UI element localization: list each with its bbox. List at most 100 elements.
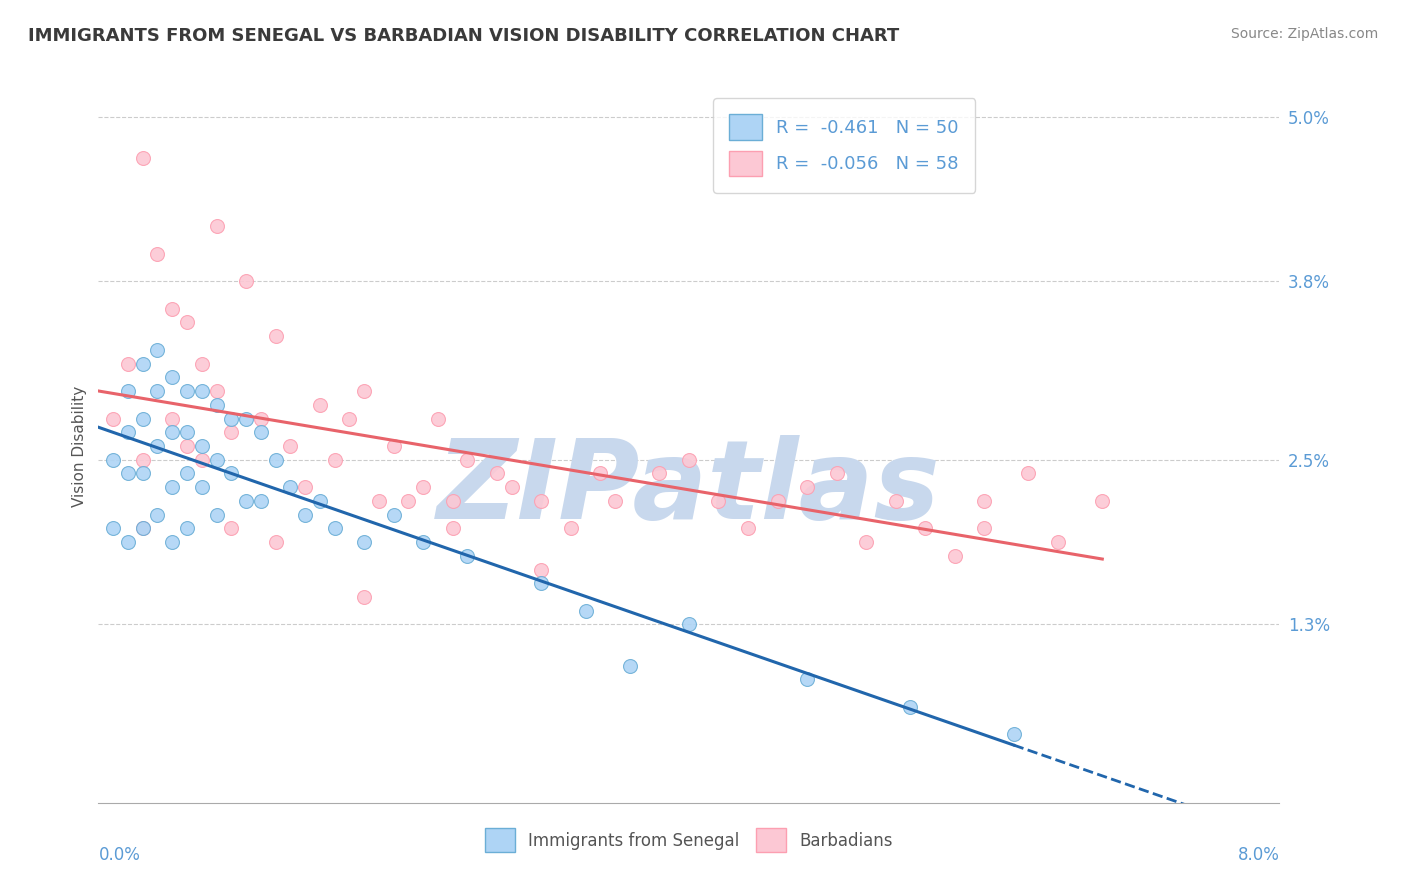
Point bbox=[441, 494, 464, 508]
Point bbox=[264, 535, 287, 549]
Point bbox=[337, 411, 360, 425]
Point bbox=[205, 452, 228, 467]
Point bbox=[191, 480, 214, 494]
Point bbox=[678, 617, 700, 632]
Point bbox=[412, 535, 434, 549]
Point bbox=[353, 590, 375, 604]
Point bbox=[205, 398, 228, 412]
Point bbox=[855, 535, 877, 549]
Point bbox=[191, 452, 214, 467]
Point bbox=[205, 219, 228, 234]
Point bbox=[132, 521, 155, 535]
Point bbox=[412, 480, 434, 494]
Point bbox=[1046, 535, 1069, 549]
Point bbox=[103, 521, 125, 535]
Point bbox=[146, 439, 169, 453]
Point bbox=[707, 494, 730, 508]
Point bbox=[589, 467, 612, 481]
Point bbox=[176, 439, 198, 453]
Point bbox=[176, 425, 198, 440]
Point bbox=[117, 467, 139, 481]
Point bbox=[205, 508, 228, 522]
Point bbox=[146, 384, 169, 398]
Point bbox=[574, 604, 596, 618]
Point bbox=[176, 384, 198, 398]
Point bbox=[485, 467, 508, 481]
Point bbox=[103, 411, 125, 425]
Point bbox=[278, 439, 302, 453]
Point bbox=[176, 316, 198, 330]
Point bbox=[176, 521, 198, 535]
Point bbox=[294, 480, 316, 494]
Point bbox=[162, 370, 183, 384]
Point bbox=[884, 494, 907, 508]
Point bbox=[132, 411, 155, 425]
Point bbox=[191, 384, 214, 398]
Point bbox=[308, 494, 332, 508]
Point bbox=[250, 494, 273, 508]
Point bbox=[205, 384, 228, 398]
Point bbox=[308, 398, 332, 412]
Point bbox=[396, 494, 419, 508]
Point bbox=[678, 452, 700, 467]
Point bbox=[648, 467, 671, 481]
Point bbox=[235, 274, 257, 288]
Point bbox=[353, 535, 375, 549]
Point bbox=[1002, 727, 1025, 741]
Point bbox=[766, 494, 789, 508]
Point bbox=[973, 521, 995, 535]
Y-axis label: Vision Disability: Vision Disability bbox=[72, 385, 87, 507]
Point bbox=[1017, 467, 1039, 481]
Point bbox=[162, 535, 183, 549]
Point bbox=[132, 467, 155, 481]
Point bbox=[1091, 494, 1114, 508]
Point bbox=[132, 521, 155, 535]
Point bbox=[132, 151, 155, 165]
Point bbox=[162, 425, 183, 440]
Point bbox=[530, 562, 553, 576]
Point bbox=[530, 576, 553, 591]
Point bbox=[737, 521, 759, 535]
Text: ZIPatlas: ZIPatlas bbox=[437, 435, 941, 542]
Point bbox=[235, 411, 257, 425]
Point bbox=[250, 425, 273, 440]
Point bbox=[146, 508, 169, 522]
Text: IMMIGRANTS FROM SENEGAL VS BARBADIAN VISION DISABILITY CORRELATION CHART: IMMIGRANTS FROM SENEGAL VS BARBADIAN VIS… bbox=[28, 27, 900, 45]
Point bbox=[294, 508, 316, 522]
Point bbox=[456, 549, 478, 563]
Point bbox=[235, 494, 257, 508]
Point bbox=[117, 425, 139, 440]
Point bbox=[146, 343, 169, 357]
Point bbox=[323, 452, 346, 467]
Point bbox=[219, 467, 242, 481]
Point bbox=[191, 357, 214, 371]
Point bbox=[560, 521, 582, 535]
Point bbox=[117, 384, 139, 398]
Point bbox=[103, 452, 125, 467]
Point bbox=[219, 411, 242, 425]
Point bbox=[191, 439, 214, 453]
Point bbox=[825, 467, 848, 481]
Point bbox=[117, 357, 139, 371]
Point bbox=[264, 452, 287, 467]
Point bbox=[117, 535, 139, 549]
Point bbox=[353, 384, 375, 398]
Point bbox=[278, 480, 302, 494]
Point bbox=[382, 439, 405, 453]
Point bbox=[250, 411, 273, 425]
Point bbox=[441, 521, 464, 535]
Point bbox=[162, 411, 183, 425]
Point bbox=[914, 521, 936, 535]
Point bbox=[146, 247, 169, 261]
Point bbox=[132, 452, 155, 467]
Point bbox=[501, 480, 523, 494]
Point bbox=[426, 411, 449, 425]
Text: 8.0%: 8.0% bbox=[1237, 846, 1279, 863]
Point bbox=[796, 480, 818, 494]
Point bbox=[900, 699, 922, 714]
Point bbox=[382, 508, 405, 522]
Point bbox=[219, 425, 242, 440]
Legend: Immigrants from Senegal, Barbadians: Immigrants from Senegal, Barbadians bbox=[478, 822, 900, 859]
Text: Source: ZipAtlas.com: Source: ZipAtlas.com bbox=[1230, 27, 1378, 41]
Point bbox=[973, 494, 995, 508]
